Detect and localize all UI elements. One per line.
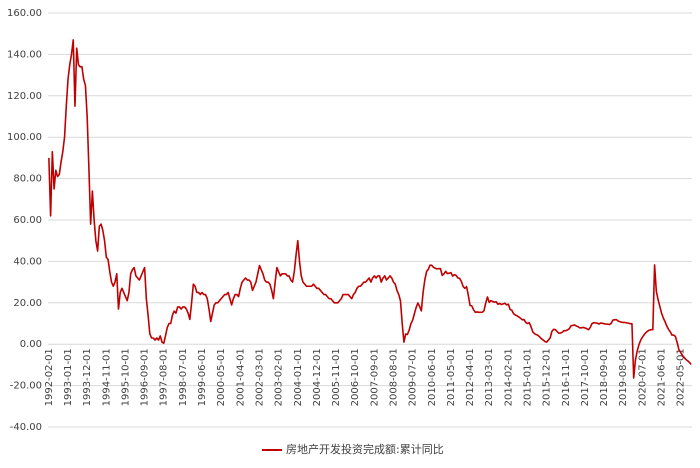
x-tick-label: 2018-09-01	[599, 348, 610, 406]
y-tick-label: 20.00	[13, 298, 42, 309]
x-tick-label: 2020-07-01	[637, 348, 648, 406]
y-tick-label: -40.00	[10, 422, 42, 433]
data-line	[48, 39, 692, 379]
x-tick-label: 2003-02-01	[274, 348, 285, 406]
x-tick-label: 1997-08-01	[159, 348, 170, 406]
x-tick-label: 2017-10-01	[580, 348, 591, 406]
x-tick-label: 2015-12-01	[542, 348, 553, 406]
y-tick-label: 140.00	[7, 49, 42, 60]
x-tick-label: 2016-11-01	[561, 348, 572, 406]
x-tick-label: 2007-09-01	[369, 348, 380, 406]
x-tick-label: 2009-07-01	[408, 348, 419, 406]
x-tick-label: 1992-02-01	[44, 348, 55, 406]
x-tick-label: 2002-03-01	[254, 348, 265, 406]
y-tick-label: 160.00	[7, 8, 42, 19]
x-tick-label: 1996-09-01	[140, 348, 151, 406]
x-tick-label: 2011-05-01	[446, 348, 457, 406]
x-tick-label: 2019-08-01	[618, 348, 629, 406]
x-tick-label: 2004-12-01	[312, 348, 323, 406]
x-tick-label: 2000-05-01	[216, 348, 227, 406]
y-tick-label: 0.00	[20, 339, 42, 350]
legend-label: 房地产开发投资完成额:累计同比	[286, 442, 444, 456]
x-tick-label: 2006-10-01	[350, 348, 361, 406]
x-tick-label: 1999-06-01	[197, 348, 208, 406]
x-tick-label: 2004-01-01	[293, 348, 304, 406]
x-tick-label: 2012-04-01	[465, 348, 476, 406]
legend: 房地产开发投资完成额:累计同比	[262, 442, 444, 456]
x-tick-label: 2014-02-01	[503, 348, 514, 406]
x-tick-label: 2005-11-01	[331, 348, 342, 406]
x-tick-label: 1994-11-01	[101, 348, 112, 406]
x-tick-label: 2015-01-01	[523, 348, 534, 406]
x-tick-label: 1993-12-01	[82, 348, 93, 406]
x-tick-label: 2021-06-01	[657, 348, 668, 406]
x-tick-label: 1993-01-01	[63, 348, 74, 406]
y-tick-label: 120.00	[7, 91, 42, 102]
y-tick-label: 40.00	[13, 256, 42, 267]
x-tick-label: 2013-03-01	[484, 348, 495, 406]
y-tick-label: 100.00	[7, 132, 42, 143]
x-tick-label: 2008-08-01	[388, 348, 399, 406]
x-tick-label: 1998-07-01	[178, 348, 189, 406]
x-tick-label: 2022-05-01	[676, 348, 687, 406]
y-tick-label: 80.00	[13, 174, 42, 185]
y-tick-label: -20.00	[10, 381, 42, 392]
y-tick-label: 60.00	[13, 215, 42, 226]
x-tick-label: 1995-10-01	[120, 348, 131, 406]
x-tick-label: 2010-06-01	[427, 348, 438, 406]
x-tick-label: 2001-04-01	[235, 348, 246, 406]
